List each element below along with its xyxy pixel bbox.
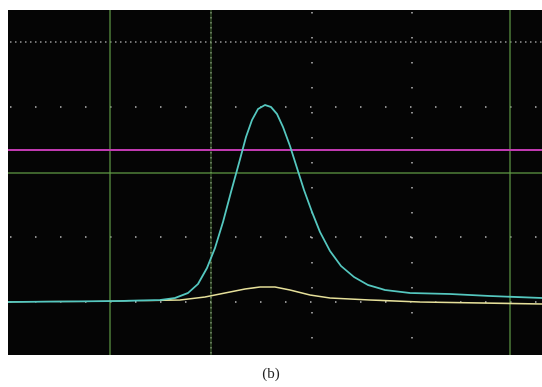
figure: (b) bbox=[0, 0, 542, 387]
caption: (b) bbox=[0, 366, 542, 383]
oscilloscope-screen bbox=[0, 0, 542, 360]
